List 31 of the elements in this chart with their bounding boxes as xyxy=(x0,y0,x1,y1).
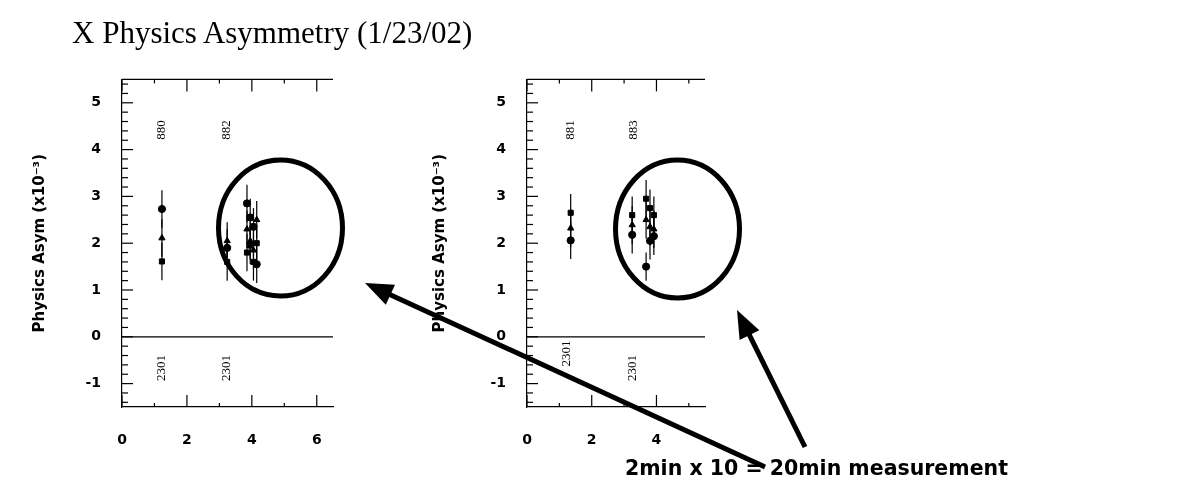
y-tick-label: 2 xyxy=(496,233,506,250)
y-tick-label: 5 xyxy=(91,93,101,110)
y-tick-label: 3 xyxy=(91,187,101,204)
x-tick-label: 4 xyxy=(651,431,662,448)
y-tick-label: 3 xyxy=(496,187,506,204)
y-tick-label: 4 xyxy=(91,140,102,157)
x-tick-label: 0 xyxy=(522,431,533,448)
y-tick-label: -1 xyxy=(490,374,506,391)
y-tick-label: 1 xyxy=(496,280,506,297)
annotation: 881 xyxy=(562,120,578,140)
chart-title: X Physics Asymmetry (1/23/02) xyxy=(72,15,473,50)
annotation: 883 xyxy=(625,120,641,140)
annotation: 2301 xyxy=(218,355,234,381)
y-tick-label: -1 xyxy=(85,374,101,391)
annotation: 882 xyxy=(218,120,234,140)
y-tick-label: 4 xyxy=(496,140,507,157)
annotation: 2301 xyxy=(153,355,169,381)
x-tick-label: 4 xyxy=(246,431,257,448)
y-tick-label: 1 xyxy=(91,280,101,297)
x-tick-label: 0 xyxy=(117,431,128,448)
annotation: 2301 xyxy=(558,340,574,367)
x-tick-label: 2 xyxy=(182,431,192,448)
y-axis-title: Physics Asym (x10⁻³) xyxy=(29,153,48,333)
y-tick-label: 0 xyxy=(496,327,507,344)
y-tick-label: 5 xyxy=(496,93,506,110)
annotation: 2301 xyxy=(624,355,640,381)
x-tick-label: 6 xyxy=(311,431,322,448)
y-tick-label: 0 xyxy=(91,327,102,344)
annotation: 880 xyxy=(153,120,169,140)
y-tick-label: 2 xyxy=(91,233,101,250)
x-tick-label: 2 xyxy=(586,431,597,448)
